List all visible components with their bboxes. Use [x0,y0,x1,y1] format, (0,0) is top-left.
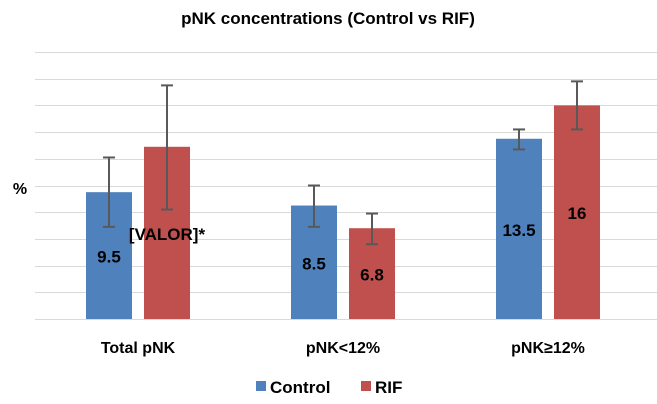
data-label: [VALOR]* [129,225,206,244]
x-tick-label: pNK<12% [306,340,380,357]
legend-swatch-rif [361,381,371,391]
x-tick-label: Total pNK [101,340,176,357]
data-label: 16 [568,204,587,223]
data-label: 9.5 [97,248,121,267]
x-tick-label: pNK≥12% [511,340,585,357]
data-label: 8.5 [302,254,326,273]
y-axis-label: % [13,181,27,198]
legend-label-rif: RIF [375,378,402,397]
chart-title: pNK concentrations (Control vs RIF) [181,9,475,28]
legend-label-control: Control [270,378,330,397]
legend-swatch-control [256,381,266,391]
data-label: 6.8 [360,266,384,285]
bar-control [496,138,542,319]
bar-rif [554,105,600,320]
data-label: 13.5 [502,221,535,240]
